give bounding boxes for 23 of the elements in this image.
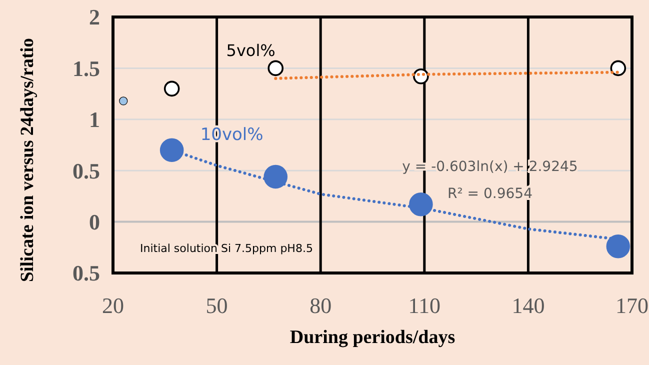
point <box>606 234 630 258</box>
y-tick-label: 1 <box>89 107 100 132</box>
series-label: 5vol% <box>226 41 276 60</box>
point <box>119 96 128 106</box>
point <box>164 80 180 97</box>
y-tick-label: 1.5 <box>72 56 100 81</box>
y-tick-label: 0.5 <box>72 260 100 286</box>
point <box>268 60 284 76</box>
y-tick-label: 2 <box>89 4 100 30</box>
point <box>264 164 288 189</box>
x-tick-label: 110 <box>408 293 440 318</box>
x-tick-label: 140 <box>512 293 545 318</box>
y-axis-title: Silicate ion versus 24days/ratio <box>18 38 38 282</box>
point <box>610 60 626 76</box>
x-tick-label: 80 <box>310 293 332 318</box>
y-tick-label: 0.5 <box>72 158 100 184</box>
x-tick-label: 20 <box>102 293 124 318</box>
point <box>409 192 433 216</box>
x-tick-label: 170 <box>616 293 648 318</box>
x-tick-label: 50 <box>206 293 228 318</box>
point <box>160 138 184 162</box>
x-axis-title: During periods/days <box>290 327 456 348</box>
y-tick-label: 0 <box>89 210 100 234</box>
